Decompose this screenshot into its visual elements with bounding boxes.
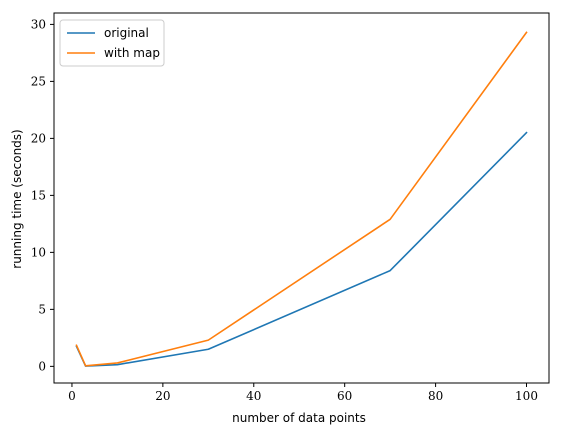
y-tick-label: 25 [31,74,46,88]
y-tick-label: 20 [31,131,46,145]
y-tick-label: 0 [38,359,46,373]
series-line-original [75,131,528,367]
y-tick-label: 10 [31,245,46,259]
plot-frame [53,12,550,384]
x-tick-label: 0 [68,389,76,403]
plot-area [53,12,550,384]
x-tick-label: 40 [246,389,261,403]
x-tick-label: 60 [337,389,352,403]
series-lines [75,31,528,367]
y-axis-ticks: 0 5 10 15 20 25 30 [31,17,54,373]
x-axis-ticks: 0 20 40 60 80 100 [68,383,538,403]
y-axis-label: running time (seconds) [10,129,24,268]
legend-label-original: original [104,26,149,40]
legend: original with map [59,19,165,67]
x-tick-label: 20 [155,389,170,403]
x-axis-label: number of data points [232,411,366,425]
legend-frame [59,19,165,67]
y-tick-label: 15 [31,188,46,202]
x-tick-label: 80 [428,389,443,403]
x-tick-label: 100 [515,389,538,403]
legend-label-with-map: with map [104,46,160,60]
y-tick-label: 30 [31,17,46,31]
series-line-with-map [75,31,528,367]
y-tick-label: 5 [38,302,46,316]
